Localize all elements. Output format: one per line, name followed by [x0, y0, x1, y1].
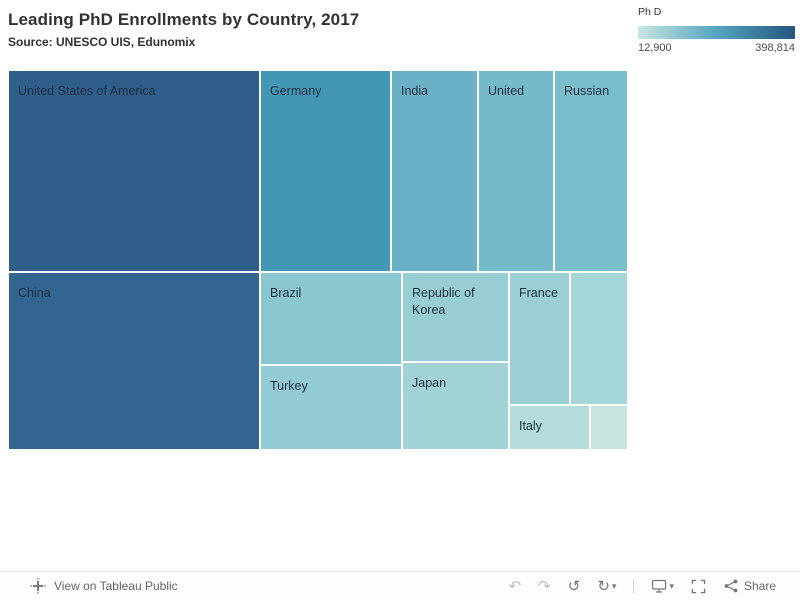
- treemap-cell-japan[interactable]: Japan: [402, 362, 509, 450]
- device-layout-icon[interactable]: ▾: [651, 579, 674, 594]
- treemap-cell-united[interactable]: United: [478, 70, 554, 272]
- share-icon: [723, 578, 739, 594]
- view-on-tableau-label: View on Tableau Public: [54, 579, 178, 593]
- share-label: Share: [743, 579, 776, 593]
- treemap-cell-india[interactable]: India: [391, 70, 478, 272]
- redo-icon[interactable]: ↷: [538, 577, 551, 595]
- treemap-cell-label: Turkey: [270, 379, 308, 393]
- toolbar-separator: [633, 579, 635, 593]
- legend-max-value: 398,814: [755, 42, 795, 54]
- treemap-cell-label: Germany: [270, 84, 322, 98]
- treemap-cell-label: United: [488, 84, 525, 98]
- undo-icon[interactable]: ↶: [508, 577, 522, 595]
- treemap-cell-label: Russian: [564, 84, 610, 98]
- chart-title: Leading PhD Enrollments by Country, 2017: [8, 10, 360, 29]
- treemap-cell-germany[interactable]: Germany: [260, 70, 391, 272]
- treemap-cell-russian[interactable]: Russian: [554, 70, 628, 272]
- treemap-cell-label: Japan: [412, 376, 447, 390]
- treemap-cell-united-states-of-america[interactable]: United States of America: [8, 70, 260, 272]
- caret-down-icon: ▾: [669, 580, 674, 591]
- treemap-cell-republic-of-korea[interactable]: Republic of Korea: [402, 272, 509, 362]
- treemap-cell-unlabeled-13[interactable]: [590, 405, 628, 450]
- refresh-glyph: ↻: [597, 577, 610, 595]
- treemap-cell-label: United States of America: [18, 84, 156, 98]
- treemap: United States of America China Germany Indi…: [8, 70, 628, 450]
- legend-scale-labels: 12,900 398,814: [638, 42, 795, 54]
- toolbar-actions: ↶ ↷ ↺ ↻ ▾ ▾: [509, 578, 776, 594]
- treemap-cell-france[interactable]: France: [509, 272, 570, 405]
- tableau-logo-icon: [30, 578, 46, 594]
- share-button[interactable]: Share: [723, 578, 776, 594]
- treemap-cell-label: Italy: [519, 419, 542, 433]
- legend-min-value: 12,900: [638, 42, 672, 54]
- treemap-cell-china[interactable]: China: [8, 272, 260, 450]
- toolbar: View on Tableau Public ↶ ↷ ↺ ↻ ▾ ▾: [0, 571, 800, 600]
- treemap-cell-label: Republic of Korea: [412, 286, 475, 317]
- treemap-cell-unlabeled-11[interactable]: [570, 272, 628, 405]
- treemap-cell-label: France: [519, 286, 558, 300]
- chart-header: Leading PhD Enrollments by Country, 2017…: [8, 10, 359, 49]
- caret-down-icon: ▾: [611, 580, 617, 591]
- chart-subtitle: Source: UNESCO UIS, Edunomix: [8, 35, 196, 49]
- treemap-cell-brazil[interactable]: Brazil: [260, 272, 402, 365]
- treemap-cell-label: China: [18, 286, 51, 300]
- treemap-cell-italy[interactable]: Italy: [509, 405, 590, 450]
- legend-gradient: [638, 26, 795, 39]
- fullscreen-icon[interactable]: [691, 579, 706, 594]
- treemap-cell-turkey[interactable]: Turkey: [260, 365, 402, 450]
- treemap-cell-label: India: [401, 84, 429, 98]
- reset-icon[interactable]: ↺: [567, 577, 581, 595]
- treemap-cell-label: Brazil: [270, 286, 302, 300]
- color-legend: Ph D 12,900 398,814: [638, 6, 795, 54]
- refresh-icon[interactable]: ↻ ▾: [597, 579, 616, 594]
- legend-title: Ph D: [638, 6, 662, 18]
- view-on-tableau-link[interactable]: View on Tableau Public: [30, 578, 178, 594]
